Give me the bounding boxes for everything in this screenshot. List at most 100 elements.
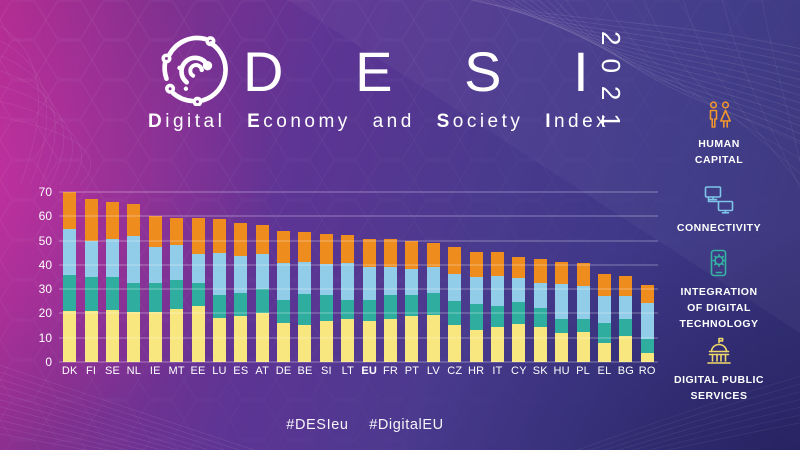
bar-segment bbox=[597, 274, 611, 296]
bar-segment bbox=[105, 201, 119, 239]
brand-title: DESI bbox=[243, 40, 661, 103]
bar-segment bbox=[426, 292, 440, 315]
bar-segment bbox=[170, 245, 184, 280]
bar-segment bbox=[597, 323, 611, 343]
desi-logo-icon bbox=[161, 35, 228, 106]
bar-segment bbox=[84, 199, 98, 242]
legend-item-human-capital: HUMAN CAPITAL bbox=[656, 100, 782, 169]
bar-segment bbox=[170, 309, 184, 362]
bar-segment bbox=[277, 230, 291, 264]
bar-segment bbox=[384, 267, 398, 296]
legend-label-human-capital: HUMAN CAPITAL bbox=[694, 138, 744, 166]
bar-segment bbox=[341, 318, 355, 362]
x-label-EL: EL bbox=[597, 365, 612, 377]
bar-segment bbox=[234, 315, 248, 362]
x-label-NL: NL bbox=[126, 365, 142, 377]
bar-segment bbox=[63, 228, 77, 275]
y-tick-label: 20 bbox=[38, 306, 52, 321]
bar-segment bbox=[619, 275, 633, 297]
bar-segment bbox=[491, 276, 504, 306]
y-tick-label: 30 bbox=[38, 282, 52, 297]
x-label-IT: IT bbox=[492, 365, 503, 377]
gridline-10 bbox=[59, 337, 658, 339]
gridline-0 bbox=[59, 361, 658, 363]
bar-segment bbox=[491, 305, 504, 327]
government-building-icon bbox=[707, 337, 731, 364]
bar-segment bbox=[533, 327, 547, 362]
bar-segment bbox=[84, 277, 98, 311]
bar-segment bbox=[212, 317, 226, 362]
x-label-BE: BE bbox=[297, 365, 313, 377]
bar-segment bbox=[576, 319, 590, 332]
bar-segment bbox=[405, 315, 419, 362]
x-label-LV: LV bbox=[426, 365, 440, 377]
bar-segment bbox=[362, 299, 376, 321]
bar-segment bbox=[277, 263, 291, 300]
y-axis-labels: 0 10 20 30 40 50 60 70 bbox=[14, 186, 52, 368]
bar-segment bbox=[234, 255, 248, 293]
bar-segment bbox=[426, 243, 440, 267]
bar-segment bbox=[640, 339, 654, 353]
legend-item-integration: INTEGRATION OF DIGITAL TECHNOLOGY bbox=[656, 248, 782, 332]
bar-segment bbox=[426, 314, 440, 362]
bar-segment bbox=[533, 258, 547, 283]
bar-segment bbox=[341, 263, 355, 301]
bar-segment bbox=[597, 342, 611, 362]
x-label-LT: LT bbox=[341, 365, 354, 377]
legend-label-digital-public-services: DIGITAL PUBLIC SERVICES bbox=[673, 374, 765, 402]
x-label-SE: SE bbox=[104, 365, 121, 377]
bar-segment bbox=[512, 277, 526, 303]
x-label-MT: MT bbox=[168, 365, 185, 377]
bar-segment bbox=[405, 268, 419, 295]
year-label: 2021 bbox=[596, 31, 626, 141]
bar-segment bbox=[148, 283, 162, 313]
legend-label-integration: INTEGRATION OF DIGITAL TECHNOLOGY bbox=[679, 286, 759, 330]
bar-segment bbox=[619, 318, 633, 336]
bar-segment bbox=[341, 300, 355, 319]
gridline-20 bbox=[59, 312, 658, 314]
x-axis-labels: DK FI SE NL IE MT EE LU ES AT DE BE SI LT EU FR PT LV CZ HR… bbox=[59, 365, 658, 377]
bar-segment bbox=[512, 256, 526, 278]
x-label-BG: BG bbox=[617, 365, 634, 377]
bar-segment bbox=[533, 307, 547, 328]
x-label-SI: SI bbox=[320, 365, 332, 377]
bar-segment bbox=[127, 283, 141, 313]
bar-segment bbox=[619, 335, 633, 362]
bar-segment bbox=[148, 215, 162, 248]
bar-segment bbox=[555, 319, 569, 334]
bar-segment bbox=[105, 238, 119, 278]
gridline-50 bbox=[59, 240, 658, 242]
hashtags: #DESIeu #DigitalEU bbox=[0, 417, 730, 433]
bar-segment bbox=[105, 277, 119, 310]
bar-segment bbox=[63, 191, 77, 229]
bar-segment bbox=[191, 305, 205, 362]
bar-segment bbox=[469, 276, 483, 304]
phone-gear-icon bbox=[710, 249, 727, 277]
bar-segment bbox=[191, 254, 205, 283]
x-label-LU: LU bbox=[212, 365, 227, 377]
y-tick-label: 40 bbox=[38, 257, 52, 272]
x-label-ES: ES bbox=[233, 365, 249, 377]
bar-segment bbox=[191, 218, 205, 255]
bar-segment bbox=[298, 293, 312, 326]
bar-segment bbox=[84, 241, 98, 278]
y-tick-label: 60 bbox=[38, 209, 52, 224]
bar-segment bbox=[127, 203, 141, 237]
bar-segment bbox=[319, 233, 333, 264]
bar-segment bbox=[298, 231, 312, 262]
bar-segment bbox=[576, 262, 590, 286]
bar-segment bbox=[277, 299, 291, 324]
x-label-HR: HR bbox=[467, 365, 485, 377]
y-tick-label: 50 bbox=[38, 233, 52, 248]
bar-segment bbox=[212, 294, 226, 318]
legend-label-connectivity: CONNECTIVITY bbox=[676, 222, 762, 234]
bar-segment bbox=[298, 325, 312, 362]
x-label-EU: EU bbox=[361, 365, 377, 377]
bar-segment bbox=[576, 285, 590, 320]
bar-segment bbox=[469, 330, 483, 362]
x-label-PT: PT bbox=[404, 365, 420, 377]
bar-segment bbox=[212, 219, 226, 254]
legend-item-connectivity: CONNECTIVITY bbox=[656, 184, 782, 237]
x-label-IE: IE bbox=[149, 365, 161, 377]
x-label-HU: HU bbox=[553, 365, 570, 377]
